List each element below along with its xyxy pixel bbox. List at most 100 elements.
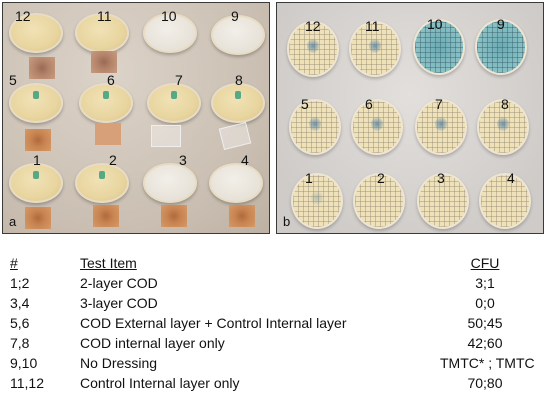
table-row: 7,8 COD internal layer only 42;60 xyxy=(0,334,550,352)
petri-dish xyxy=(211,83,265,123)
dish-number-label: 12 xyxy=(305,18,321,34)
dish-number-label: 12 xyxy=(15,8,31,24)
petri-dish xyxy=(143,163,197,203)
dressing-swatch xyxy=(151,125,181,147)
dressing-swatch xyxy=(229,205,255,227)
dish-number-label: 1 xyxy=(305,170,313,186)
table-row: 1;2 2-layer COD 3;1 xyxy=(0,274,550,292)
petri-dish xyxy=(289,99,341,155)
dish-number-label: 7 xyxy=(175,72,183,88)
dish-number-label: 3 xyxy=(179,152,187,168)
header-cfu: CFU xyxy=(470,255,500,271)
dish-number-label: 10 xyxy=(427,16,443,32)
dressing-swatch xyxy=(29,57,55,79)
table-row: 3,4 3-layer COD 0;0 xyxy=(0,294,550,312)
petri-dish xyxy=(477,99,529,155)
dish-number-label: 1 xyxy=(33,152,41,168)
dressing-swatch xyxy=(218,121,252,151)
row-number: 1;2 xyxy=(10,275,30,291)
petri-dish xyxy=(75,13,129,53)
table-header-row: # Test Item CFU xyxy=(0,254,550,272)
petri-dish xyxy=(211,15,265,55)
row-test-item: 3-layer COD xyxy=(80,295,158,311)
dish-number-label: 5 xyxy=(301,96,309,112)
row-cfu: 3;1 xyxy=(475,275,495,291)
marker-tag xyxy=(171,91,177,99)
dish-number-label: 4 xyxy=(507,170,515,186)
row-test-item: Control Internal layer only xyxy=(80,375,240,391)
photo-panel-a: 12 11 10 9 5 6 7 8 1 2 3 4 a xyxy=(2,2,270,234)
row-cfu: 70;80 xyxy=(467,375,503,391)
petri-dish xyxy=(9,163,63,203)
dish-number-label: 9 xyxy=(497,16,505,32)
marker-tag xyxy=(235,91,241,99)
dish-number-label: 6 xyxy=(107,72,115,88)
dish-number-label: 8 xyxy=(501,96,509,112)
row-test-item: COD internal layer only xyxy=(80,335,225,351)
row-number: 3,4 xyxy=(10,295,30,311)
row-number: 11,12 xyxy=(10,375,44,391)
dish-number-label: 11 xyxy=(97,8,112,24)
petri-dish xyxy=(479,173,531,229)
row-number: 9,10 xyxy=(10,355,38,371)
petri-dish xyxy=(353,173,405,229)
petri-dish xyxy=(475,19,527,75)
row-test-item: 2-layer COD xyxy=(80,275,158,291)
bacterial-colony xyxy=(371,117,383,132)
marker-tag xyxy=(99,171,105,179)
petri-dish xyxy=(351,99,403,155)
dressing-swatch xyxy=(161,205,187,227)
row-cfu: TMTC* ; TMTC xyxy=(440,355,535,371)
dressing-swatch xyxy=(25,207,51,229)
photo-panel-b: 12 11 10 9 5 6 7 8 1 2 3 4 b xyxy=(276,2,544,234)
row-test-item: COD External layer + Control Internal la… xyxy=(80,315,347,331)
dish-number-label: 6 xyxy=(365,96,373,112)
dressing-swatch xyxy=(91,51,117,73)
bacterial-colony xyxy=(369,39,381,54)
bacterial-colony xyxy=(309,117,321,132)
header-test-item: Test Item xyxy=(80,255,137,271)
dressing-swatch xyxy=(95,123,121,145)
petri-dish xyxy=(417,173,469,229)
marker-tag xyxy=(33,91,39,99)
row-cfu: 50;45 xyxy=(467,315,503,331)
dish-number-label: 3 xyxy=(437,170,445,186)
petri-dish xyxy=(9,83,63,123)
petri-dish xyxy=(415,99,467,155)
table-row: 5,6 COD External layer + Control Interna… xyxy=(0,314,550,332)
bacterial-colony xyxy=(307,39,319,54)
petri-dish xyxy=(349,21,401,77)
row-number: 5,6 xyxy=(10,315,30,331)
panel-letter: a xyxy=(9,214,17,229)
petri-dish xyxy=(79,83,133,123)
petri-dish xyxy=(287,21,339,77)
row-test-item: No Dressing xyxy=(80,355,158,371)
marker-tag xyxy=(103,91,109,99)
dish-number-label: 8 xyxy=(235,72,243,88)
dish-number-label: 4 xyxy=(241,152,249,168)
petri-dish xyxy=(147,83,201,123)
table-row: 9,10 No Dressing TMTC* ; TMTC xyxy=(0,354,550,372)
marker-tag xyxy=(33,171,39,179)
dressing-swatch xyxy=(93,205,119,227)
petri-dish xyxy=(143,13,197,53)
petri-dish xyxy=(75,163,129,203)
dish-number-label: 2 xyxy=(377,170,385,186)
petri-dish xyxy=(413,19,465,75)
dish-number-label: 11 xyxy=(365,18,380,34)
petri-dish xyxy=(9,13,63,53)
header-number: # xyxy=(10,255,18,271)
row-cfu: 0;0 xyxy=(475,295,495,311)
row-number: 7,8 xyxy=(10,335,30,351)
bacterial-colony xyxy=(435,117,447,132)
dish-number-label: 7 xyxy=(435,96,443,112)
bacterial-colony xyxy=(311,191,323,206)
row-cfu: 42;60 xyxy=(467,335,503,351)
table-row: 11,12 Control Internal layer only 70;80 xyxy=(0,374,550,392)
petri-dish xyxy=(291,173,343,229)
dish-number-label: 9 xyxy=(231,8,239,24)
dish-number-label: 5 xyxy=(9,72,17,88)
bacterial-colony xyxy=(497,117,509,132)
dish-number-label: 2 xyxy=(109,152,117,168)
dressing-swatch xyxy=(25,129,51,151)
